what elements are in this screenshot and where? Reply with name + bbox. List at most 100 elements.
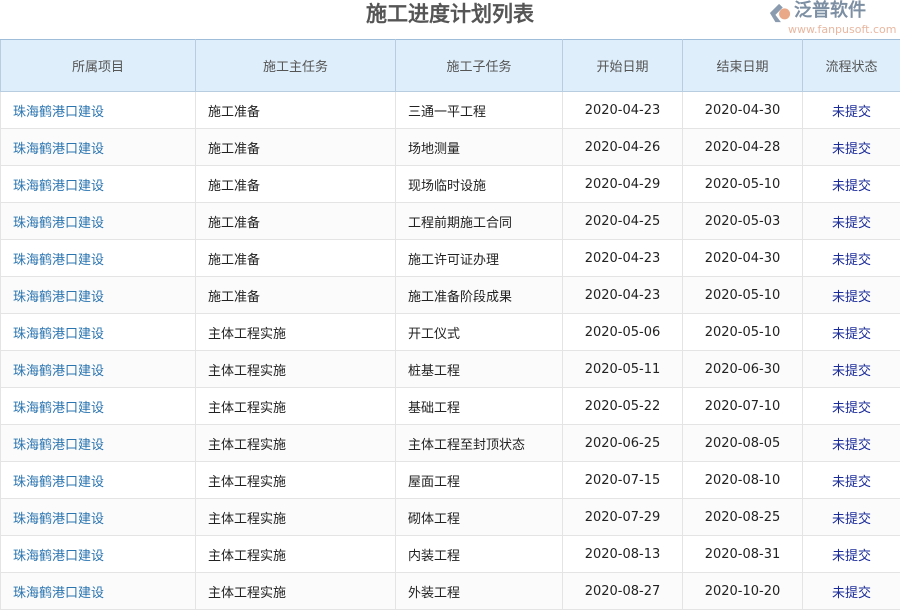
cell-main-task: 施工准备 [196, 203, 396, 240]
cell-project[interactable]: 珠海鹤港口建设 [1, 536, 196, 573]
cell-end-date: 2020-05-03 [683, 203, 803, 240]
cell-sub-task: 砌体工程 [396, 499, 563, 536]
cell-project[interactable]: 珠海鹤港口建设 [1, 573, 196, 610]
watermark-url: www.fanpusoft.com [788, 23, 896, 36]
cell-project[interactable]: 珠海鹤港口建设 [1, 388, 196, 425]
column-header-end-date[interactable]: 结束日期 [683, 40, 803, 92]
cell-start-date: 2020-04-26 [563, 129, 683, 166]
cell-end-date: 2020-08-31 [683, 536, 803, 573]
cell-sub-task: 施工准备阶段成果 [396, 277, 563, 314]
cell-start-date: 2020-04-25 [563, 203, 683, 240]
cell-end-date: 2020-10-20 [683, 573, 803, 610]
cell-project[interactable]: 珠海鹤港口建设 [1, 499, 196, 536]
cell-sub-task: 现场临时设施 [396, 166, 563, 203]
schedule-table: 所属项目施工主任务施工子任务开始日期结束日期流程状态 珠海鹤港口建设施工准备三通… [0, 39, 900, 610]
cell-main-task: 主体工程实施 [196, 314, 396, 351]
cell-end-date: 2020-06-30 [683, 351, 803, 388]
cell-end-date: 2020-08-25 [683, 499, 803, 536]
column-header-sub-task[interactable]: 施工子任务 [396, 40, 563, 92]
fanpu-logo-icon [768, 2, 792, 24]
cell-sub-task: 主体工程至封顶状态 [396, 425, 563, 462]
cell-main-task: 施工准备 [196, 92, 396, 129]
cell-end-date: 2020-05-10 [683, 314, 803, 351]
column-header-start-date[interactable]: 开始日期 [563, 40, 683, 92]
cell-start-date: 2020-08-27 [563, 573, 683, 610]
cell-main-task: 主体工程实施 [196, 573, 396, 610]
cell-start-date: 2020-07-29 [563, 499, 683, 536]
cell-sub-task: 施工许可证办理 [396, 240, 563, 277]
cell-status[interactable]: 未提交 [803, 351, 900, 388]
cell-sub-task: 桩基工程 [396, 351, 563, 388]
cell-start-date: 2020-04-29 [563, 166, 683, 203]
cell-status[interactable]: 未提交 [803, 536, 900, 573]
watermark-name: 泛普软件 [794, 0, 866, 22]
cell-status[interactable]: 未提交 [803, 277, 900, 314]
cell-start-date: 2020-04-23 [563, 240, 683, 277]
cell-project[interactable]: 珠海鹤港口建设 [1, 240, 196, 277]
cell-main-task: 主体工程实施 [196, 388, 396, 425]
cell-project[interactable]: 珠海鹤港口建设 [1, 166, 196, 203]
cell-sub-task: 基础工程 [396, 388, 563, 425]
cell-project[interactable]: 珠海鹤港口建设 [1, 351, 196, 388]
cell-project[interactable]: 珠海鹤港口建设 [1, 425, 196, 462]
cell-sub-task: 外装工程 [396, 573, 563, 610]
column-header-main-task[interactable]: 施工主任务 [196, 40, 396, 92]
cell-status[interactable]: 未提交 [803, 166, 900, 203]
cell-project[interactable]: 珠海鹤港口建设 [1, 462, 196, 499]
cell-status[interactable]: 未提交 [803, 129, 900, 166]
cell-status[interactable]: 未提交 [803, 388, 900, 425]
cell-project[interactable]: 珠海鹤港口建设 [1, 129, 196, 166]
cell-status[interactable]: 未提交 [803, 462, 900, 499]
cell-status[interactable]: 未提交 [803, 499, 900, 536]
cell-status[interactable]: 未提交 [803, 573, 900, 610]
cell-start-date: 2020-05-22 [563, 388, 683, 425]
cell-main-task: 施工准备 [196, 166, 396, 203]
cell-main-task: 施工准备 [196, 240, 396, 277]
cell-end-date: 2020-04-28 [683, 129, 803, 166]
cell-start-date: 2020-07-15 [563, 462, 683, 499]
cell-end-date: 2020-08-10 [683, 462, 803, 499]
cell-main-task: 主体工程实施 [196, 462, 396, 499]
cell-main-task: 主体工程实施 [196, 499, 396, 536]
cell-sub-task: 工程前期施工合同 [396, 203, 563, 240]
cell-start-date: 2020-05-06 [563, 314, 683, 351]
cell-status[interactable]: 未提交 [803, 92, 900, 129]
cell-start-date: 2020-05-11 [563, 351, 683, 388]
cell-status[interactable]: 未提交 [803, 425, 900, 462]
cell-sub-task: 三通一平工程 [396, 92, 563, 129]
cell-status[interactable]: 未提交 [803, 240, 900, 277]
cell-project[interactable]: 珠海鹤港口建设 [1, 92, 196, 129]
cell-start-date: 2020-04-23 [563, 92, 683, 129]
cell-status[interactable]: 未提交 [803, 203, 900, 240]
table-header: 所属项目施工主任务施工子任务开始日期结束日期流程状态 [1, 40, 900, 92]
cell-project[interactable]: 珠海鹤港口建设 [1, 203, 196, 240]
cell-sub-task: 场地测量 [396, 129, 563, 166]
cell-status[interactable]: 未提交 [803, 314, 900, 351]
cell-end-date: 2020-05-10 [683, 166, 803, 203]
cell-sub-task: 开工仪式 [396, 314, 563, 351]
cell-sub-task: 内装工程 [396, 536, 563, 573]
cell-project[interactable]: 珠海鹤港口建设 [1, 314, 196, 351]
cell-main-task: 主体工程实施 [196, 536, 396, 573]
watermark: 泛普软件 www.fanpusoft.com [764, 0, 900, 38]
column-header-status[interactable]: 流程状态 [803, 40, 900, 92]
cell-project[interactable]: 珠海鹤港口建设 [1, 277, 196, 314]
cell-end-date: 2020-05-10 [683, 277, 803, 314]
cell-sub-task: 屋面工程 [396, 462, 563, 499]
column-header-project[interactable]: 所属项目 [1, 40, 196, 92]
